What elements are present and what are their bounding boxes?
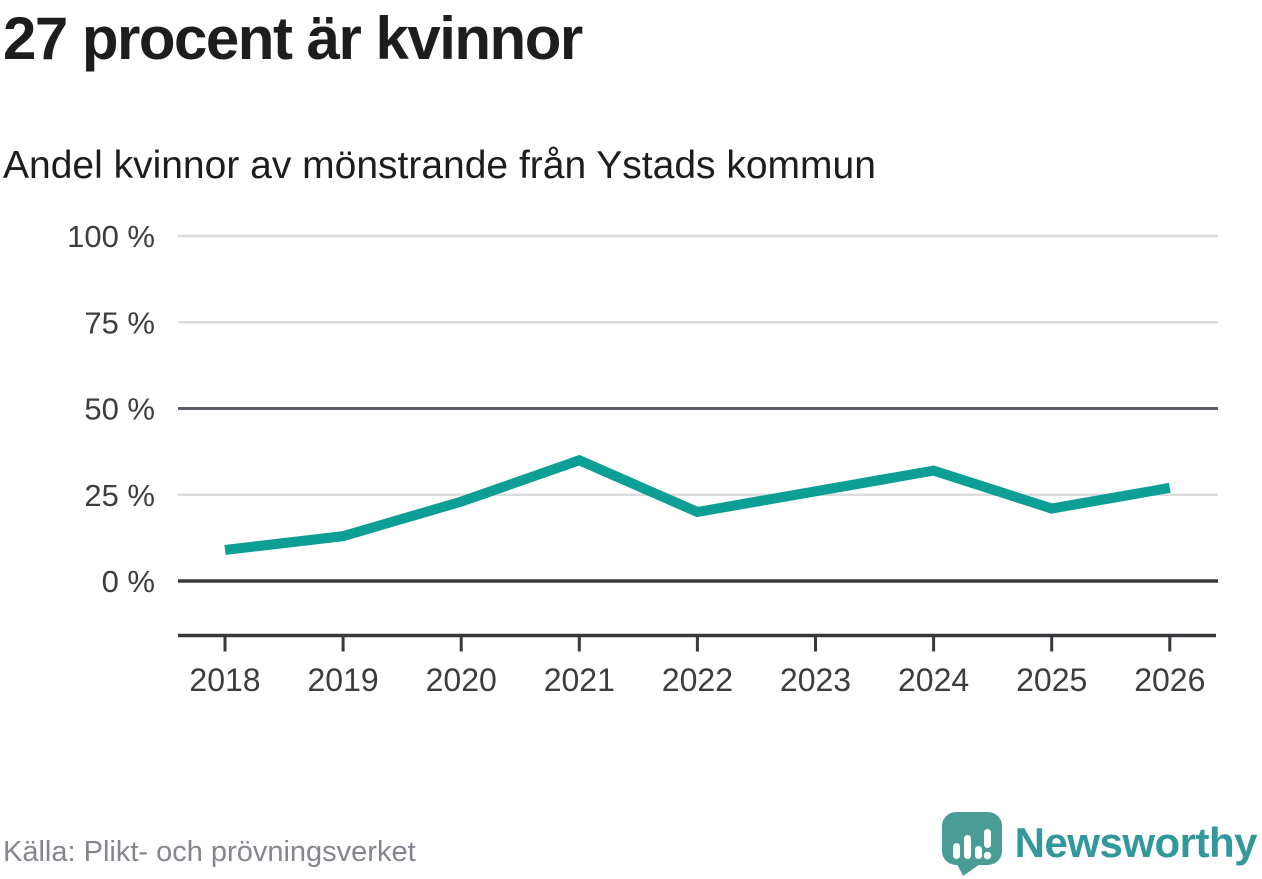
newsworthy-logo-icon [941, 812, 1002, 876]
logo-bar-3 [974, 846, 982, 859]
y-tick-label-100: 100 % [67, 219, 155, 254]
x-tick-label-2021: 2021 [544, 662, 615, 698]
x-tick-label-2023: 2023 [780, 662, 851, 698]
logo-exclamation-bar [983, 829, 991, 848]
x-tick-label-2019: 2019 [308, 662, 379, 698]
logo-exclamation-dot [983, 851, 991, 860]
chart-subtitle: Andel kvinnor av mönstrande från Ystads … [3, 144, 876, 187]
data-line-andel-kvinnor [224, 454, 1171, 555]
source-note: Källa: Plikt- och prövningsverket [3, 836, 416, 868]
newsworthy-logo: Newsworthy [940, 810, 1258, 876]
y-tick-label-25: 25 % [84, 478, 155, 513]
logo-bar-2 [963, 835, 971, 859]
x-tick-label-2022: 2022 [662, 662, 733, 698]
x-tick-label-2018: 2018 [189, 662, 260, 698]
logo-bubble-tail [955, 862, 983, 876]
x-tick-label-2026: 2026 [1134, 662, 1205, 698]
newsworthy-brand-name: Newsworthy [1014, 819, 1258, 866]
x-tick-label-2025: 2025 [1016, 662, 1087, 698]
y-tick-label-0: 0 % [102, 564, 155, 599]
logo-bubble [941, 812, 1002, 865]
x-tick-label-2020: 2020 [426, 662, 497, 698]
logo-bar-1 [952, 843, 960, 859]
chart-title: 27 procent är kvinnor [3, 5, 583, 72]
y-tick-label-75: 75 % [84, 305, 155, 340]
x-tick-label-2024: 2024 [898, 662, 969, 698]
y-tick-label-50: 50 % [84, 392, 155, 427]
